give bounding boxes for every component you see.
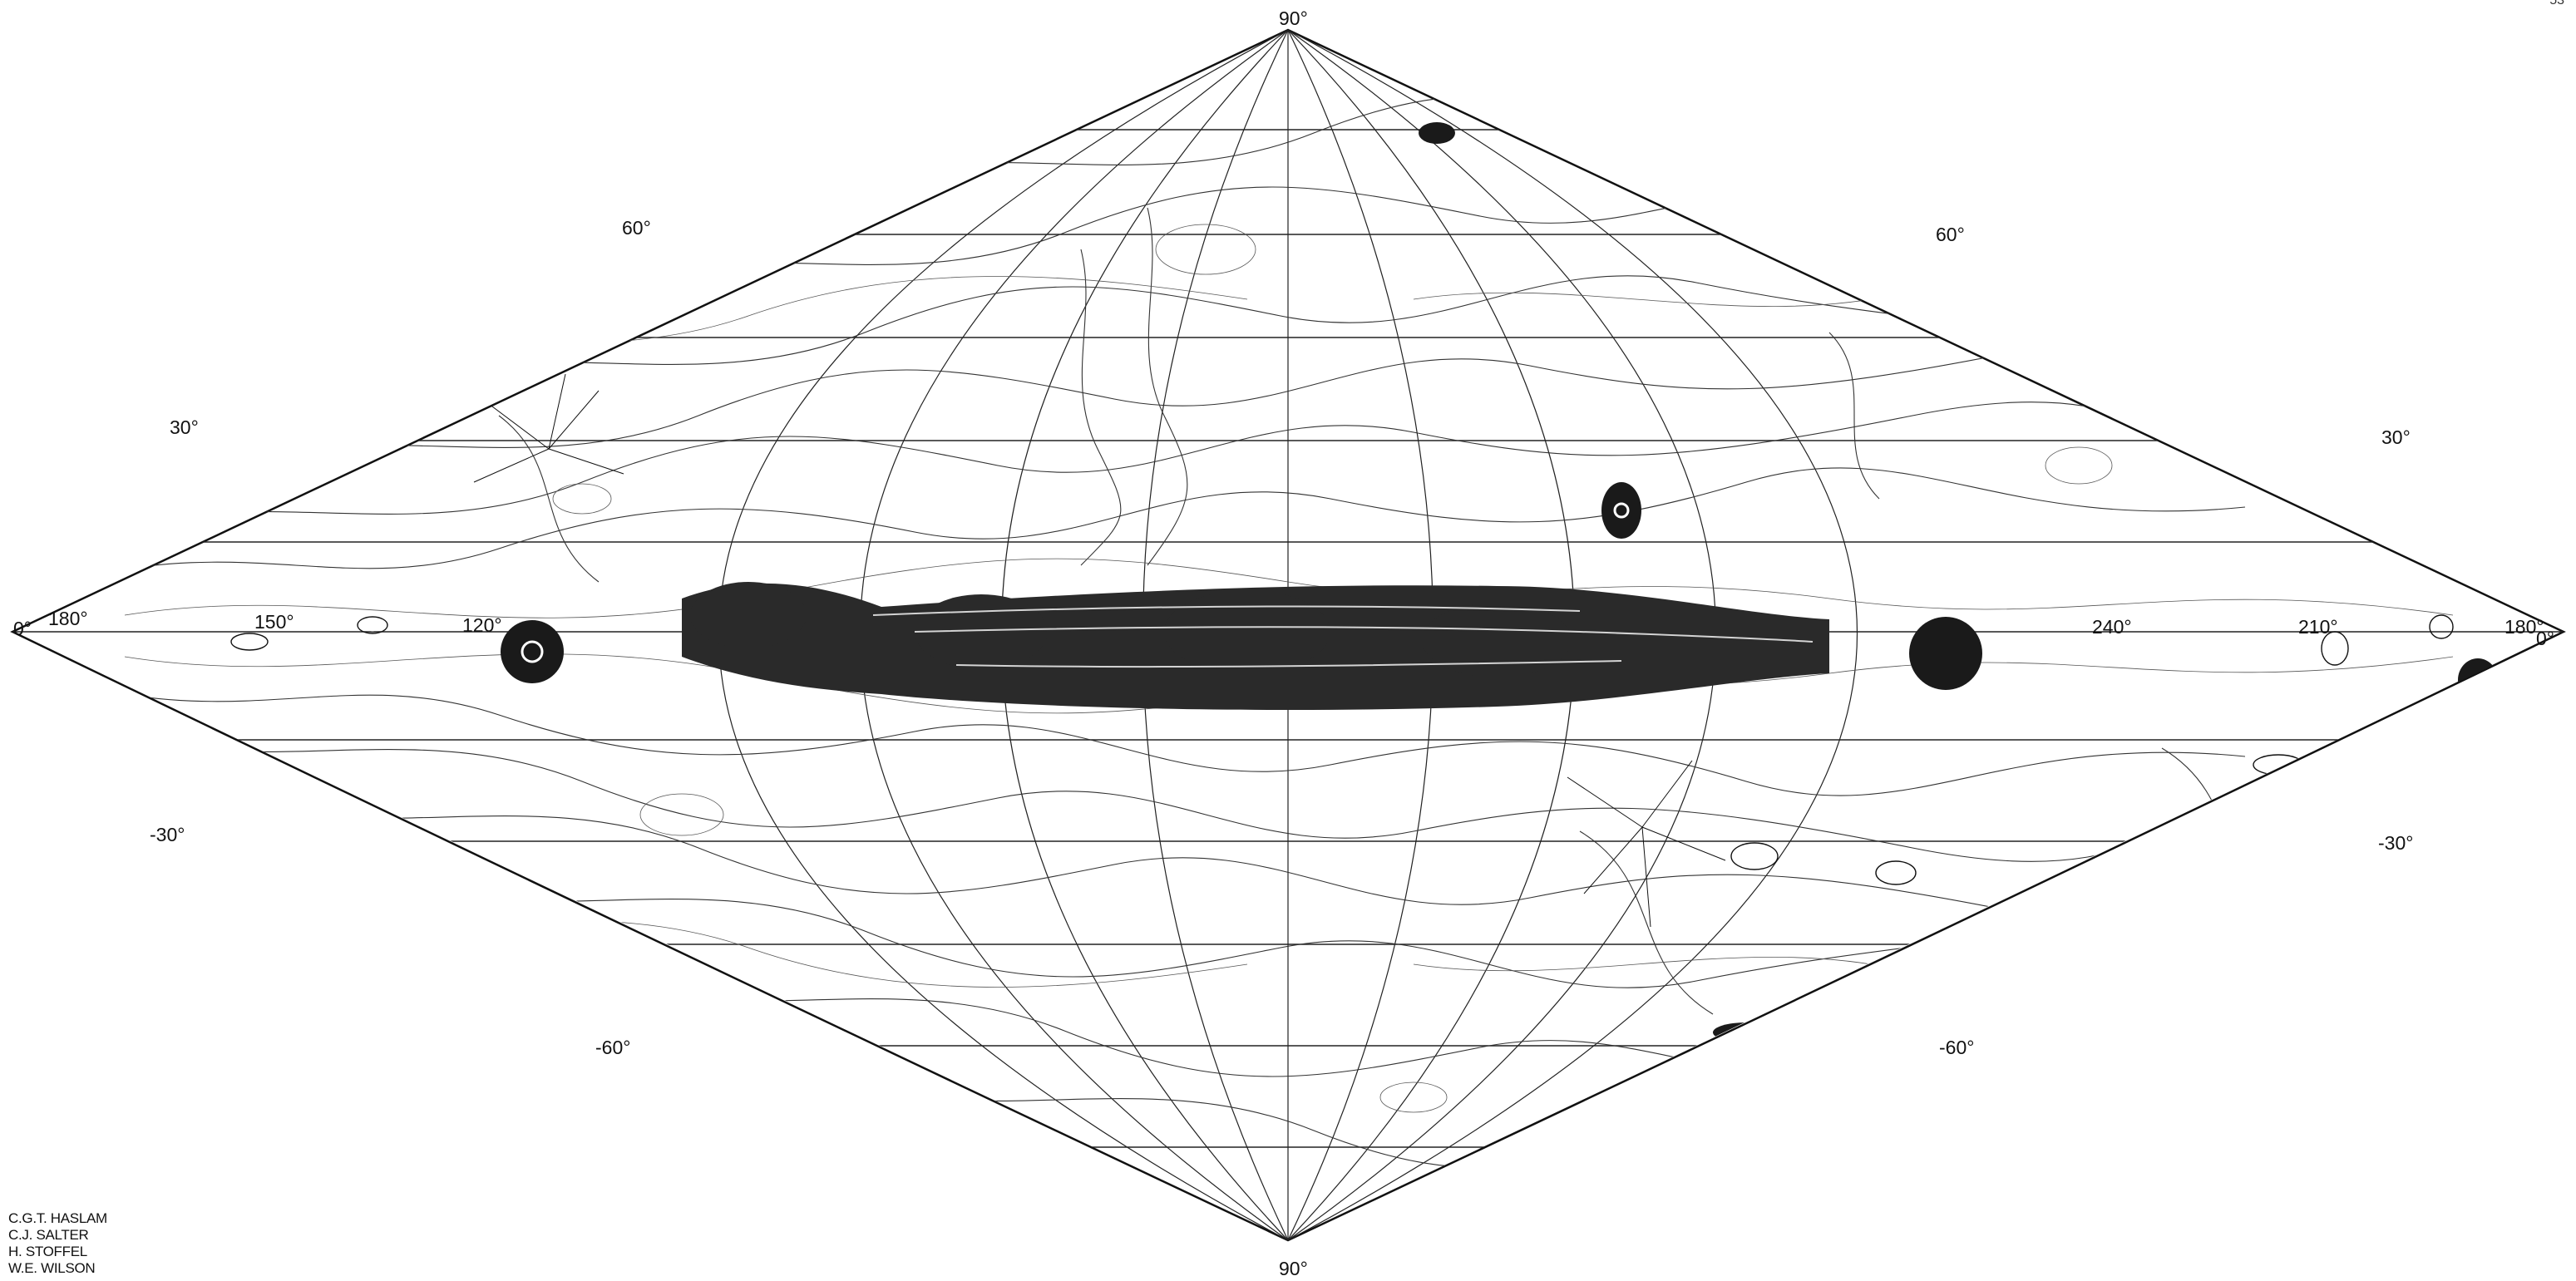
coordinate-labels: 90° 90° 60° 60° 30° 30° 0° 0° -30° -30° …	[13, 7, 2554, 1279]
label-lon-210: 210°	[2298, 616, 2338, 638]
label-lon-180-left: 180°	[48, 608, 88, 629]
source-cyg	[1909, 617, 1982, 690]
label-lon-180-right: 180°	[2504, 616, 2544, 638]
label-lat-30-left: 30°	[170, 416, 199, 438]
radio-source-rings	[366, 502, 1630, 663]
page-number: 53	[2549, 0, 2564, 7]
credit-line: W.E. WILSON	[8, 1260, 96, 1276]
credit-line: H. STOFFEL	[8, 1244, 87, 1259]
source-south	[1713, 1022, 1779, 1042]
galactic-plane	[682, 582, 1829, 711]
convergence-points	[473, 373, 1726, 928]
label-lat-0-left: 0°	[13, 618, 32, 639]
label-lat-m60-right: -60°	[1939, 1037, 1974, 1058]
label-lat-30-right: 30°	[2381, 426, 2411, 448]
source-cas-a	[501, 620, 564, 683]
source-pole	[17, 645, 41, 682]
contour-field	[66, 95, 2412, 1169]
label-lat-m30-right: -30°	[2378, 832, 2413, 854]
label-lat-0-right: 0°	[2536, 628, 2554, 649]
label-top-pole: 90°	[1279, 7, 1308, 29]
label-lat-m30-left: -30°	[150, 824, 185, 845]
weak-sources	[230, 614, 2454, 885]
author-credits: C.G.T. HASLAM C.J. SALTER H. STOFFEL W.E…	[8, 1210, 107, 1277]
label-lon-240: 240°	[2092, 616, 2132, 638]
label-lat-60-left: 60°	[622, 217, 651, 239]
credit-line: C.J. SALTER	[8, 1227, 89, 1243]
source-north	[1419, 122, 1455, 144]
source-loop	[1601, 482, 1641, 539]
label-bottom-pole: 90°	[1279, 1258, 1308, 1279]
galactic-plane-stripes	[872, 605, 1814, 668]
label-lat-m60-left: -60°	[595, 1037, 630, 1058]
label-lon-120: 120°	[462, 614, 502, 636]
credit-line: C.G.T. HASLAM	[8, 1210, 107, 1226]
label-lat-60-right: 60°	[1936, 224, 1965, 245]
label-lon-150: 150°	[254, 611, 294, 633]
